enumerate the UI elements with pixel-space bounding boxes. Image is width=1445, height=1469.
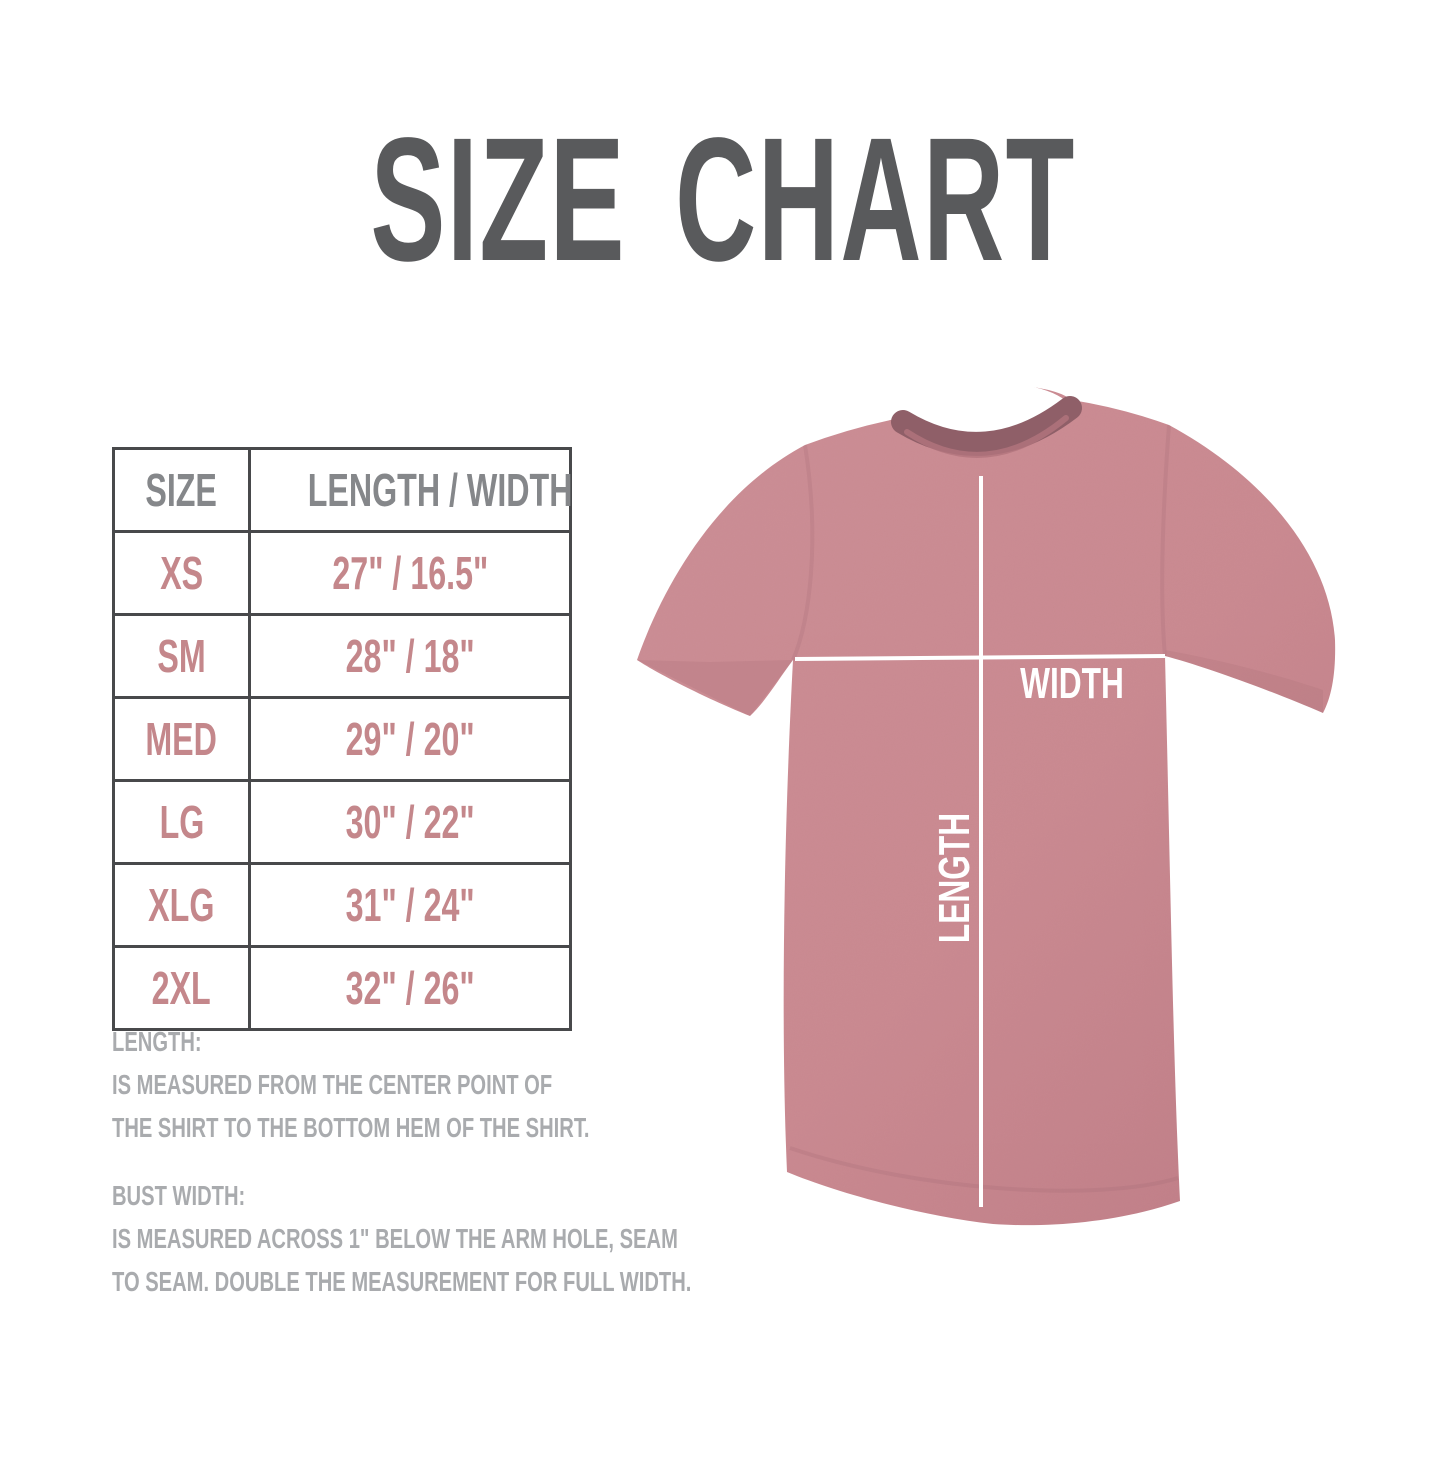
header-cell-length-width: LENGTH / WIDTH bbox=[248, 447, 572, 533]
tshirt-graphic: WIDTH LENGTH bbox=[637, 382, 1336, 1226]
measure-cell: 29" / 20" bbox=[248, 696, 572, 782]
table-row: 2XL 32" / 26" bbox=[112, 945, 572, 1031]
measure-cell: 31" / 24" bbox=[248, 862, 572, 948]
armhole-seam bbox=[791, 444, 815, 661]
table-row: SM 28" / 18" bbox=[112, 613, 572, 699]
hem-seam bbox=[789, 1146, 1179, 1193]
table-row: LG 30" / 22" bbox=[112, 779, 572, 865]
size-cell: SM bbox=[112, 613, 251, 699]
measure-cell: 30" / 22" bbox=[248, 779, 572, 865]
length-note-line: THE SHIRT TO THE BOTTOM HEM OF THE SHIRT… bbox=[112, 1112, 590, 1143]
collar-seam bbox=[904, 415, 1069, 458]
size-cell: LG bbox=[112, 779, 251, 865]
length-note-heading: LENGTH: bbox=[112, 1026, 202, 1057]
tshirt-diagram: WIDTH LENGTH bbox=[620, 360, 1445, 1290]
measure-cell: 27" / 16.5" bbox=[248, 530, 572, 616]
length-label: LENGTH bbox=[930, 813, 979, 943]
tshirt-body bbox=[637, 382, 1336, 1226]
table-header-row: SIZE LENGTH / WIDTH bbox=[112, 447, 572, 533]
length-note-line: IS MEASURED FROM THE CENTER POINT OF bbox=[112, 1069, 553, 1100]
bust-note-line: IS MEASURED ACROSS 1" BELOW THE ARM HOLE… bbox=[112, 1223, 678, 1254]
table-row: XS 27" / 16.5" bbox=[112, 530, 572, 616]
bust-note-heading: BUST WIDTH: bbox=[112, 1180, 246, 1211]
table-row: MED 29" / 20" bbox=[112, 696, 572, 782]
header-cell-size: SIZE bbox=[112, 447, 251, 533]
sleeve-shadow bbox=[637, 660, 793, 716]
bust-width-note: BUST WIDTH: IS MEASURED ACROSS 1" BELOW … bbox=[112, 1174, 752, 1303]
size-cell: XLG bbox=[112, 862, 251, 948]
measurement-notes: LENGTH: IS MEASURED FROM THE CENTER POIN… bbox=[112, 1020, 752, 1328]
length-note: LENGTH: IS MEASURED FROM THE CENTER POIN… bbox=[112, 1020, 752, 1149]
measure-cell: 32" / 26" bbox=[248, 945, 572, 1031]
bust-note-line: TO SEAM. DOUBLE THE MEASUREMENT FOR FULL… bbox=[112, 1266, 692, 1297]
collar-band bbox=[891, 396, 1082, 456]
size-cell: MED bbox=[112, 696, 251, 782]
page-title: SIZE CHART bbox=[0, 112, 1445, 288]
table-row: XLG 31" / 24" bbox=[112, 862, 572, 948]
size-cell: 2XL bbox=[112, 945, 251, 1031]
size-table: SIZE LENGTH / WIDTH XS 27" / 16.5" SM 28… bbox=[112, 447, 572, 1031]
size-cell: XS bbox=[112, 530, 251, 616]
width-label: WIDTH bbox=[1020, 659, 1124, 708]
armhole-seam bbox=[1160, 424, 1171, 657]
width-line bbox=[794, 654, 1166, 661]
measure-cell: 28" / 18" bbox=[248, 613, 572, 699]
page-title-text: SIZE CHART bbox=[369, 102, 1076, 298]
